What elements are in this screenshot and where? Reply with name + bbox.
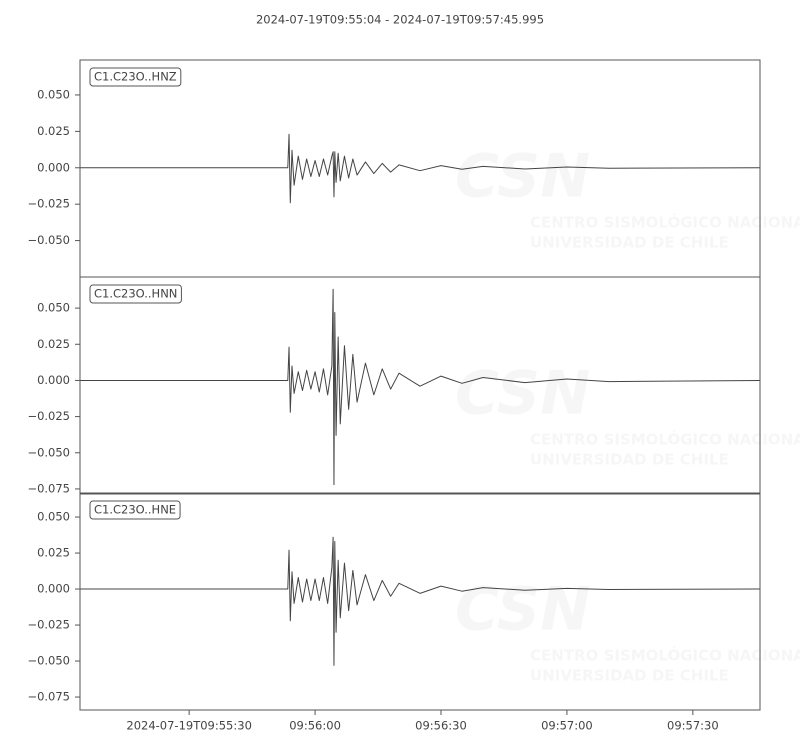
watermark-line: CENTRO SISMOLÓGICO NACIONAL [530,646,800,665]
waveform [80,536,761,666]
watermark-line: CENTRO SISMOLÓGICO NACIONAL [530,213,800,232]
y-tick-label: 0.050 [37,87,70,101]
y-tick-label: −0.025 [27,618,70,632]
trace-label-box [89,500,181,520]
y-tick-label: −0.050 [27,654,70,668]
y-tick-label: 0.000 [37,160,70,174]
x-tick-label: 2024-07-19T09:55:30 [126,719,252,733]
watermark-line: UNIVERSIDAD DE CHILE [530,451,729,469]
chart-title: 2024-07-19T09:55:04 - 2024-07-19T09:57:4… [256,13,544,27]
waveform [80,288,761,486]
watermark-line: UNIVERSIDAD DE CHILE [530,667,729,685]
panel-frame [79,492,761,711]
x-tick-label: 09:56:30 [415,719,467,733]
watermark-logo: CSN [455,359,590,429]
x-tick-label: 09:57:30 [667,719,719,733]
y-tick-label: 0.025 [37,337,70,351]
x-tick-label: 09:56:00 [289,719,341,733]
trace-label: C1.C23O..HNN [94,287,177,301]
y-tick-label: −0.025 [27,197,70,211]
y-tick-label: −0.025 [27,409,70,423]
trace-label-box [89,67,182,87]
trace-label: C1.C23O..HNE [94,503,176,517]
y-tick-label: 0.000 [37,373,70,387]
watermark-logo: CSN [455,142,590,212]
trace-label-box [89,284,182,304]
y-tick-label: −0.050 [27,233,70,247]
y-tick-label: −0.075 [27,481,70,495]
y-tick-label: −0.075 [27,690,70,704]
panel-frame [79,276,761,495]
watermark-logo: CSN [455,575,590,645]
y-tick-label: 0.050 [37,510,70,524]
waveform [80,133,761,204]
trace-label: C1.C23O..HNZ [94,70,177,84]
y-tick-label: 0.000 [37,582,70,596]
x-tick-label: 09:57:00 [541,719,593,733]
y-tick-label: 0.025 [37,546,70,560]
watermark-line: UNIVERSIDAD DE CHILE [530,234,729,252]
watermark-line: CENTRO SISMOLÓGICO NACIONAL [530,430,800,449]
y-tick-label: −0.050 [27,445,70,459]
y-tick-label: 0.025 [37,124,70,138]
y-tick-label: 0.050 [37,301,70,315]
